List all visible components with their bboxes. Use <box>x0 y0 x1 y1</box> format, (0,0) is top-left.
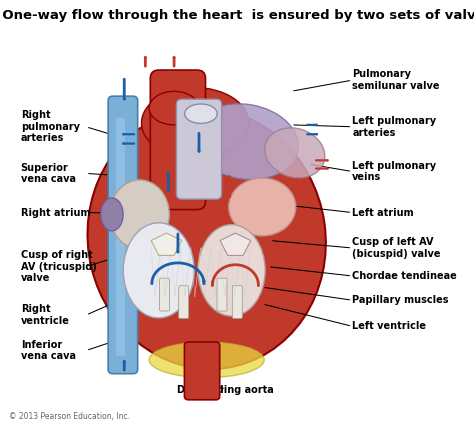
FancyBboxPatch shape <box>232 286 242 319</box>
Polygon shape <box>151 233 182 255</box>
Text: Right atrium: Right atrium <box>21 208 90 218</box>
Ellipse shape <box>229 178 296 236</box>
FancyBboxPatch shape <box>108 96 137 374</box>
Ellipse shape <box>185 104 217 123</box>
Text: Left pulmonary
arteries: Left pulmonary arteries <box>352 116 437 138</box>
Text: Right
pulmonary
arteries: Right pulmonary arteries <box>21 110 80 143</box>
Text: Papillary muscles: Papillary muscles <box>352 295 449 305</box>
Ellipse shape <box>149 342 264 378</box>
Ellipse shape <box>101 198 123 231</box>
FancyBboxPatch shape <box>116 118 125 356</box>
FancyBboxPatch shape <box>217 278 227 311</box>
Polygon shape <box>220 233 251 255</box>
Text: Left pulmonary
veins: Left pulmonary veins <box>352 161 437 182</box>
Text: (g) One-way flow through the heart  is ensured by two sets of valves.: (g) One-way flow through the heart is en… <box>0 9 474 22</box>
Ellipse shape <box>88 108 326 369</box>
FancyBboxPatch shape <box>179 286 189 319</box>
Ellipse shape <box>191 104 298 179</box>
Text: Right
ventricle: Right ventricle <box>21 304 70 326</box>
FancyBboxPatch shape <box>184 342 220 400</box>
Text: Cusp of right
AV (tricuspid)
valve: Cusp of right AV (tricuspid) valve <box>21 250 97 283</box>
Text: Inferior
vena cava: Inferior vena cava <box>21 340 76 361</box>
Ellipse shape <box>142 88 249 158</box>
Text: Left ventricle: Left ventricle <box>352 321 426 331</box>
Text: Left atrium: Left atrium <box>352 208 414 218</box>
Ellipse shape <box>123 223 194 318</box>
Text: Cusp of left AV
(bicuspid) valve: Cusp of left AV (bicuspid) valve <box>352 237 441 259</box>
Text: © 2013 Pearson Education, Inc.: © 2013 Pearson Education, Inc. <box>9 412 130 421</box>
Text: Superior
vena cava: Superior vena cava <box>21 162 76 184</box>
Text: Chordae tendineae: Chordae tendineae <box>352 271 457 281</box>
Ellipse shape <box>110 180 169 249</box>
Text: Pulmonary
semilunar valve: Pulmonary semilunar valve <box>352 69 440 91</box>
Ellipse shape <box>265 128 325 178</box>
FancyBboxPatch shape <box>160 278 170 311</box>
Text: Aorta: Aorta <box>161 83 191 92</box>
Ellipse shape <box>149 91 199 125</box>
FancyBboxPatch shape <box>176 99 222 199</box>
Text: Descending aorta: Descending aorta <box>177 385 274 395</box>
Ellipse shape <box>198 225 265 316</box>
FancyBboxPatch shape <box>150 70 206 210</box>
